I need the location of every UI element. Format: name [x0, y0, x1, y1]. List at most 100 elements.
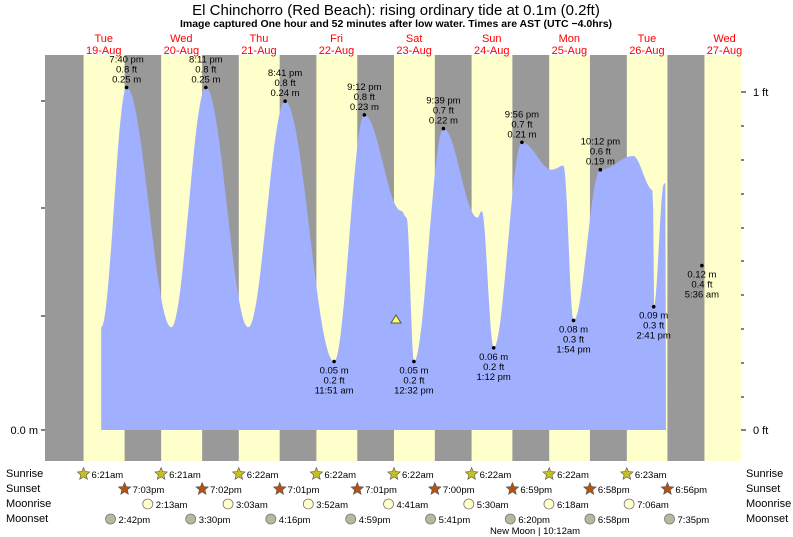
high-tide-point: [204, 85, 208, 90]
moonrise-time: 3:03am: [236, 500, 268, 511]
high-tide-point: [441, 126, 446, 131]
sunrise-time: 6:22am: [480, 470, 512, 481]
sunrise-time: 6:22am: [557, 470, 589, 481]
low-tide-point: [571, 318, 576, 323]
high-tide-point: [598, 167, 603, 172]
low-tide-label: 1:54 pm: [556, 344, 590, 355]
sunset-icon: [195, 481, 210, 495]
tide-area-group: [101, 87, 666, 430]
low-tide-point: [651, 304, 656, 309]
sunrise-time: 6:22am: [324, 470, 356, 481]
left-axis-zero-label: 0.0 m: [10, 425, 38, 437]
moonrise-time: 2:13am: [156, 500, 188, 511]
moonrise-icon: [383, 498, 394, 510]
sunset-time: 6:58pm: [598, 485, 630, 496]
low-tide-label: 1:12 pm: [477, 372, 511, 383]
sunrise-legend-left: Sunrise: [6, 468, 43, 480]
moonrise-icon: [543, 498, 555, 510]
moonrise-legend-left: Moonrise: [6, 498, 51, 510]
sunset-icon: [505, 481, 520, 495]
low-tide-label: 0.09 m: [639, 311, 668, 322]
moonset-icon: [105, 513, 116, 525]
day-name: Tue: [638, 33, 657, 45]
sunrise-icon: [154, 466, 169, 480]
sunset-time: 7:02pm: [210, 485, 242, 496]
astro-rows: 6:21am 6:21am 6:22am 6:22am 6:22am 6:22am 6:22…: [76, 466, 710, 526]
moonrise-icon: [222, 498, 234, 510]
high-tide-label: 9:39 pm: [426, 96, 460, 107]
moonrise-icon: [463, 498, 475, 510]
day-date: 21-Aug: [241, 45, 276, 57]
moonset-time: 4:16pm: [279, 515, 311, 526]
high-tide-label: 0.6 ft: [590, 147, 611, 158]
low-tide-label: 0.2 ft: [483, 362, 504, 373]
moonrise-time: 4:41am: [397, 500, 429, 511]
sunset-legend-right: Sunset: [746, 483, 780, 495]
moonrise-legend-right: Moonrise: [746, 498, 791, 510]
low-tide-label: 0.12 m: [687, 270, 716, 281]
day-date: 24-Aug: [474, 45, 509, 57]
low-tide-point: [412, 359, 416, 364]
sunrise-icon: [464, 466, 479, 480]
moonset-time: 2:42pm: [119, 515, 151, 526]
sunrise-time: 6:23am: [635, 470, 667, 481]
new-moon-note: New Moon | 10:12am: [490, 526, 580, 537]
sunrise-icon: [387, 466, 401, 480]
low-tide-label: 0.06 m: [479, 352, 508, 363]
day-name: Sat: [406, 33, 423, 45]
low-tide-label: 0.3 ft: [563, 334, 584, 345]
day-headers: Tue19-AugWed20-AugThu21-AugFri22-AugSat2…: [86, 33, 742, 57]
low-tide-label: 0.05 m: [320, 366, 349, 377]
low-tide-label: 12:32 pm: [394, 386, 434, 397]
sunrise-time: 6:21am: [169, 470, 201, 481]
sunset-legend-left: Sunset: [6, 483, 40, 495]
moonrise-icon: [623, 498, 635, 510]
moonset-time: 3:30pm: [199, 515, 231, 526]
low-tide-label: 5:36 am: [685, 290, 719, 301]
tide-area: [101, 87, 666, 430]
astro-legend-left: Sunrise Sunset Moonrise Moonset: [6, 468, 51, 525]
sunset-icon: [272, 481, 287, 495]
sunset-icon: [117, 481, 132, 495]
high-tide-label: 0.8 ft: [354, 92, 375, 103]
moonset-legend-left: Moonset: [6, 513, 48, 525]
high-tide-label: 0.8 ft: [275, 78, 296, 89]
sunset-time: 6:59pm: [520, 485, 552, 496]
sunset-icon: [427, 481, 442, 495]
high-tide-label: 0.25 m: [191, 75, 220, 86]
sunset-time: 6:56pm: [675, 485, 707, 496]
high-tide-label: 0.21 m: [507, 129, 536, 140]
moonset-icon: [185, 513, 197, 525]
high-tide-label: 8:41 pm: [268, 68, 302, 79]
low-tide-label: 0.08 m: [559, 324, 588, 335]
moonset-time: 7:35pm: [678, 515, 710, 526]
low-tide-label: 0.4 ft: [691, 280, 712, 291]
moonset-icon: [345, 513, 357, 525]
day-date: 22-Aug: [319, 45, 354, 57]
high-tide-label: 0.7 ft: [433, 106, 454, 117]
right-axis: 1 ft 0 ft: [741, 87, 768, 437]
day-name: Wed: [170, 33, 192, 45]
day-name: Fri: [330, 33, 343, 45]
low-tide-point: [332, 359, 336, 364]
chart-subtitle: Image captured One hour and 52 minutes a…: [180, 18, 612, 30]
day-date: 25-Aug: [552, 45, 587, 57]
low-tide-point: [700, 263, 704, 268]
moonrise-time: 5:30am: [477, 500, 509, 511]
sunset-time: 7:00pm: [443, 485, 475, 496]
day-date: 20-Aug: [164, 45, 199, 57]
moonset-time: 4:59pm: [359, 515, 391, 526]
moonset-time: 5:41pm: [439, 515, 471, 526]
high-tide-label: 0.24 m: [271, 88, 300, 99]
sunset-icon: [660, 481, 675, 495]
sunset-time: 7:01pm: [365, 485, 397, 496]
high-tide-point: [283, 99, 287, 103]
low-tide-point: [491, 346, 496, 350]
day-date: 27-Aug: [707, 45, 742, 57]
day-date: 19-Aug: [86, 45, 121, 57]
chart-title: El Chinchorro (Red Beach): rising ordina…: [192, 2, 600, 19]
low-tide-label: 2:41 pm: [637, 331, 671, 342]
high-tide-point: [124, 85, 129, 90]
high-tide-label: 9:12 pm: [347, 82, 381, 93]
